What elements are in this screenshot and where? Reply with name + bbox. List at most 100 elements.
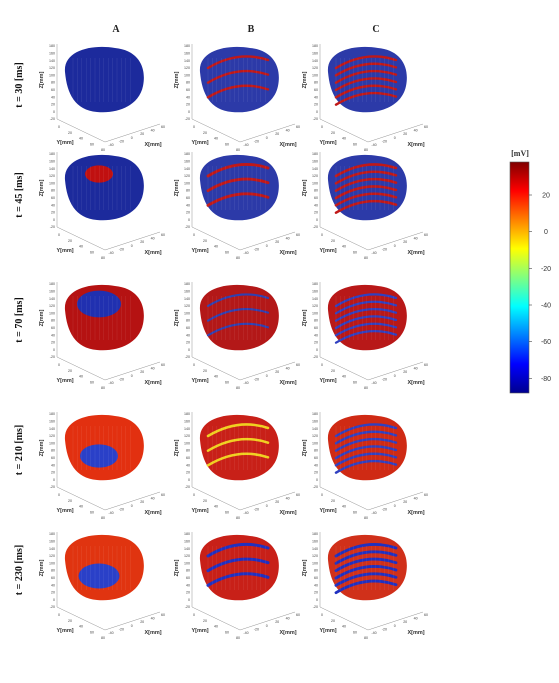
slice-band — [206, 308, 270, 322]
activation-region — [77, 290, 121, 318]
z-tick-label: 160 — [312, 160, 318, 164]
z-tick-label: 160 — [184, 420, 190, 424]
x-axis-label: X[mm] — [144, 380, 161, 386]
y-tick-label: 60 — [225, 250, 229, 254]
y-tick-label: 40 — [79, 245, 83, 249]
y-tick-label: 20 — [68, 619, 72, 623]
x-tick-label: -40 — [243, 143, 248, 147]
z-tick-label: 180 — [312, 282, 318, 286]
y-tick-label: 20 — [203, 239, 207, 243]
slice-band — [334, 572, 398, 587]
z-tick-label: 140 — [184, 59, 190, 63]
z-tick-label: 120 — [184, 304, 190, 308]
y-tick-label: 40 — [214, 137, 218, 141]
z-tick-label: 80 — [314, 189, 318, 193]
y-tick-label: 40 — [342, 375, 346, 379]
x-tick-label: 40 — [286, 497, 290, 501]
x-tick-label: 20 — [275, 620, 279, 624]
z-tick-label: 40 — [186, 95, 190, 99]
colorbar-tick-label: -20 — [541, 266, 551, 273]
y-axis-label: Y[mm] — [319, 378, 336, 384]
z-tick-label: 140 — [184, 427, 190, 431]
y-axis-label: Y[mm] — [319, 508, 336, 514]
x-tick-label: -40 — [108, 251, 113, 255]
y-tick-label: 40 — [342, 505, 346, 509]
colorbar-tick-label: -40 — [541, 303, 551, 310]
x-axis-label: X[mm] — [144, 142, 161, 148]
z-tick-label: 40 — [314, 583, 318, 587]
z-tick-label: 20 — [51, 471, 55, 475]
x-tick-label: 20 — [275, 370, 279, 374]
z-tick-label: 60 — [51, 326, 55, 330]
x-tick-label: 20 — [403, 500, 407, 504]
x-tick-label: -20 — [382, 627, 387, 631]
x-tick-label: -40 — [371, 251, 376, 255]
y-tick-label: 60 — [353, 142, 357, 146]
y-tick-label: 80 — [236, 148, 240, 152]
x-axis-label: X[mm] — [407, 250, 424, 256]
z-tick-label: 40 — [51, 95, 55, 99]
z-axis-label: Z[mm] — [302, 179, 308, 196]
colorbar-tick-label: 0 — [544, 229, 548, 236]
y-tick-label: 40 — [342, 137, 346, 141]
z-tick-label: 60 — [186, 196, 190, 200]
z-tick-label: 160 — [49, 420, 55, 424]
panel-b-3: 180160140120100806040200-20020406080-40-… — [174, 282, 300, 390]
z-tick-label: -20 — [185, 355, 190, 359]
z-tick-label: 120 — [312, 66, 318, 70]
panel-c-3: 180160140120100806040200-20020406080-40-… — [302, 282, 428, 390]
x-tick-label: 60 — [424, 233, 428, 237]
y-tick-label: 80 — [364, 636, 368, 640]
z-axis-label: Z[mm] — [302, 309, 308, 326]
z-tick-label: 120 — [49, 174, 55, 178]
y-tick-label: 0 — [321, 233, 323, 237]
x-tick-label: 20 — [403, 132, 407, 136]
slice-band — [206, 542, 270, 558]
z-tick-label: 100 — [312, 561, 318, 565]
x-tick-label: 60 — [161, 233, 165, 237]
x-tick-label: 60 — [296, 613, 300, 617]
z-tick-label: 100 — [312, 441, 318, 445]
y-tick-label: 40 — [342, 245, 346, 249]
z-tick-label: 120 — [312, 554, 318, 558]
heart-surface — [64, 46, 144, 113]
y-tick-label: 40 — [214, 375, 218, 379]
z-tick-label: 180 — [312, 532, 318, 536]
z-tick-label: 40 — [51, 463, 55, 467]
x-axis-line — [239, 491, 296, 511]
slice-band — [206, 437, 270, 452]
x-axis-label: X[mm] — [144, 510, 161, 516]
z-tick-label: -20 — [50, 485, 55, 489]
z-tick-label: 80 — [314, 569, 318, 573]
x-axis-label: X[mm] — [407, 510, 424, 516]
z-tick-label: 20 — [314, 591, 318, 595]
y-tick-label: 0 — [193, 233, 195, 237]
y-tick-label: 20 — [331, 131, 335, 135]
slice-band — [334, 322, 398, 337]
slice-band — [334, 315, 398, 330]
z-tick-label: 40 — [314, 333, 318, 337]
x-tick-label: 40 — [286, 129, 290, 133]
x-tick-label: 60 — [161, 613, 165, 617]
x-tick-label: 40 — [151, 367, 155, 371]
z-tick-label: 60 — [314, 576, 318, 580]
x-tick-label: 0 — [394, 374, 396, 378]
z-tick-label: -20 — [50, 355, 55, 359]
y-tick-label: 60 — [90, 380, 94, 384]
y-tick-label: 0 — [193, 613, 195, 617]
z-tick-label: 60 — [186, 88, 190, 92]
slice-band — [206, 557, 270, 573]
x-tick-label: 60 — [161, 125, 165, 129]
z-tick-label: 20 — [186, 341, 190, 345]
z-tick-label: 20 — [186, 471, 190, 475]
x-tick-label: -20 — [119, 627, 124, 631]
z-tick-label: -20 — [50, 605, 55, 609]
activation-region — [85, 165, 113, 183]
z-tick-label: 140 — [184, 297, 190, 301]
y-tick-label: 80 — [101, 636, 105, 640]
x-tick-label: -20 — [382, 247, 387, 251]
y-tick-label: 40 — [214, 505, 218, 509]
x-tick-label: 40 — [414, 129, 418, 133]
x-tick-label: 20 — [403, 620, 407, 624]
slice-band — [334, 77, 398, 92]
